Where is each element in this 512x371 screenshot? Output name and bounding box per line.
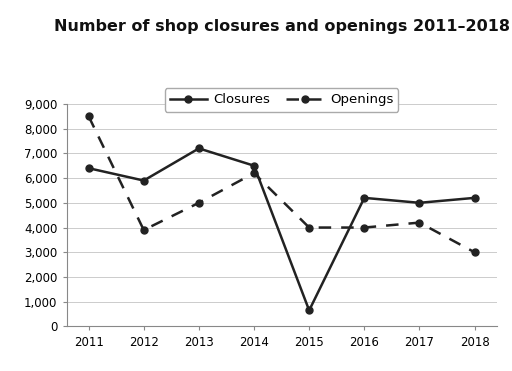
Legend: Closures, Openings: Closures, Openings	[165, 88, 398, 112]
Text: Number of shop closures and openings 2011–2018: Number of shop closures and openings 201…	[54, 19, 509, 33]
